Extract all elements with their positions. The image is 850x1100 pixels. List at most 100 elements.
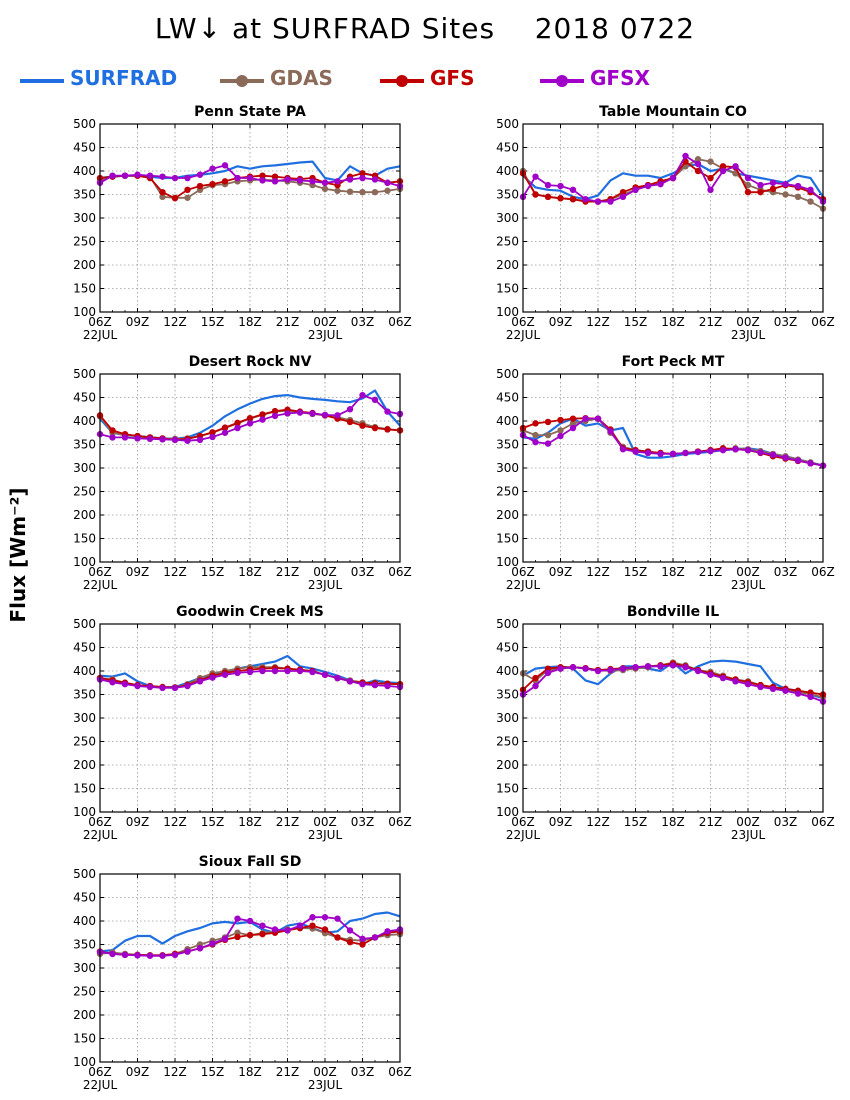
x-tick-label: 00Z xyxy=(313,315,337,329)
data-point xyxy=(171,684,179,692)
data-point xyxy=(184,186,191,193)
data-point xyxy=(246,668,254,676)
data-point xyxy=(271,173,279,180)
panel-title: Sioux Fall SD xyxy=(199,854,302,870)
data-point xyxy=(707,158,714,165)
panel-table-mountain-co: Table Mountain CO 100 150 200 250 300 350 400 45… xyxy=(496,104,835,342)
data-point xyxy=(184,682,191,690)
data-point xyxy=(359,680,366,688)
x-tick-label: 00Z xyxy=(313,815,337,829)
data-point xyxy=(694,448,702,456)
x-tick-label: 15Z xyxy=(624,565,648,579)
data-point xyxy=(707,671,714,678)
y-tick-label: 150 xyxy=(73,282,96,296)
data-point xyxy=(134,682,141,690)
x-tick-label: 18Z xyxy=(238,815,262,829)
x-tick-label: 21Z xyxy=(699,315,723,329)
panel-penn-state-pa: Penn State PA 100 150 200 250 300 350 400 450 500… xyxy=(73,104,412,342)
data-point xyxy=(246,414,254,422)
x-date-label: 23JUL xyxy=(731,828,766,842)
x-date-label: 22JUL xyxy=(83,328,118,342)
y-tick-label: 100 xyxy=(73,305,96,319)
data-point xyxy=(694,667,702,675)
series-gfsx xyxy=(96,391,404,444)
data-point xyxy=(221,671,229,678)
x-tick-label: 09Z xyxy=(126,815,150,829)
data-point xyxy=(582,415,589,422)
data-point xyxy=(744,174,752,182)
data-point xyxy=(619,188,627,196)
x-tick-label: 06Z xyxy=(511,315,535,329)
y-tick-label: 200 xyxy=(73,508,96,522)
data-point xyxy=(209,429,216,436)
x-tick-label: 21Z xyxy=(276,315,300,329)
x-tick-label: 12Z xyxy=(586,315,610,329)
y-tick-label: 350 xyxy=(496,188,519,202)
x-tick-label: 03Z xyxy=(774,815,798,829)
data-point xyxy=(334,178,341,185)
data-point xyxy=(807,693,814,701)
data-point xyxy=(359,941,366,948)
y-tick-label: 250 xyxy=(73,235,96,249)
x-tick-label: 21Z xyxy=(276,815,300,829)
y-tick-label: 500 xyxy=(73,367,96,381)
data-point xyxy=(582,665,589,672)
data-point xyxy=(594,667,602,675)
data-point xyxy=(334,412,341,419)
data-point xyxy=(259,930,266,938)
x-tick-label: 03Z xyxy=(774,315,798,329)
y-tick-label: 450 xyxy=(73,891,96,905)
series-gfsx xyxy=(519,152,827,205)
plot-frame xyxy=(522,123,824,313)
data-point xyxy=(334,674,341,682)
data-point xyxy=(284,176,291,183)
legend-swatch xyxy=(20,79,64,83)
data-point xyxy=(769,179,777,186)
y-tick-label: 150 xyxy=(496,282,519,296)
data-point xyxy=(134,952,141,959)
data-point xyxy=(334,915,341,922)
data-point xyxy=(532,173,539,180)
x-tick-label: 18Z xyxy=(661,565,685,579)
legend-label: SURFRAD xyxy=(70,66,178,90)
data-point xyxy=(744,188,752,196)
data-point xyxy=(757,181,764,189)
data-point xyxy=(794,182,802,190)
x-tick-label: 18Z xyxy=(238,315,262,329)
data-point xyxy=(221,429,229,436)
plot-frame xyxy=(99,373,401,563)
y-tick-label: 200 xyxy=(73,1008,96,1022)
x-date-label: 22JUL xyxy=(83,828,118,842)
data-point xyxy=(569,664,577,671)
data-point xyxy=(682,664,689,671)
data-point xyxy=(371,934,379,941)
data-point xyxy=(619,665,627,672)
data-point xyxy=(569,196,577,203)
data-point xyxy=(719,163,727,170)
y-tick-label: 200 xyxy=(73,258,96,272)
x-tick-label: 18Z xyxy=(661,815,685,829)
data-point xyxy=(159,188,166,196)
data-point xyxy=(334,934,341,941)
x-tick-label: 15Z xyxy=(201,815,225,829)
data-point xyxy=(171,951,179,959)
data-point xyxy=(196,945,204,952)
data-point xyxy=(296,667,304,675)
data-point xyxy=(384,682,391,690)
data-point xyxy=(234,419,241,427)
data-point xyxy=(782,180,789,188)
data-point xyxy=(371,188,379,196)
data-point xyxy=(669,174,677,182)
data-point xyxy=(146,172,154,179)
data-point xyxy=(359,422,366,429)
data-point xyxy=(209,165,216,172)
data-point xyxy=(121,434,129,441)
data-point xyxy=(121,951,129,959)
x-tick-label: 09Z xyxy=(126,1065,150,1079)
x-tick-label: 06Z xyxy=(388,1065,412,1079)
data-point xyxy=(657,450,664,458)
data-point xyxy=(309,922,316,929)
data-point xyxy=(246,420,254,427)
y-tick-label: 350 xyxy=(496,688,519,702)
series-gfsx xyxy=(96,162,404,190)
